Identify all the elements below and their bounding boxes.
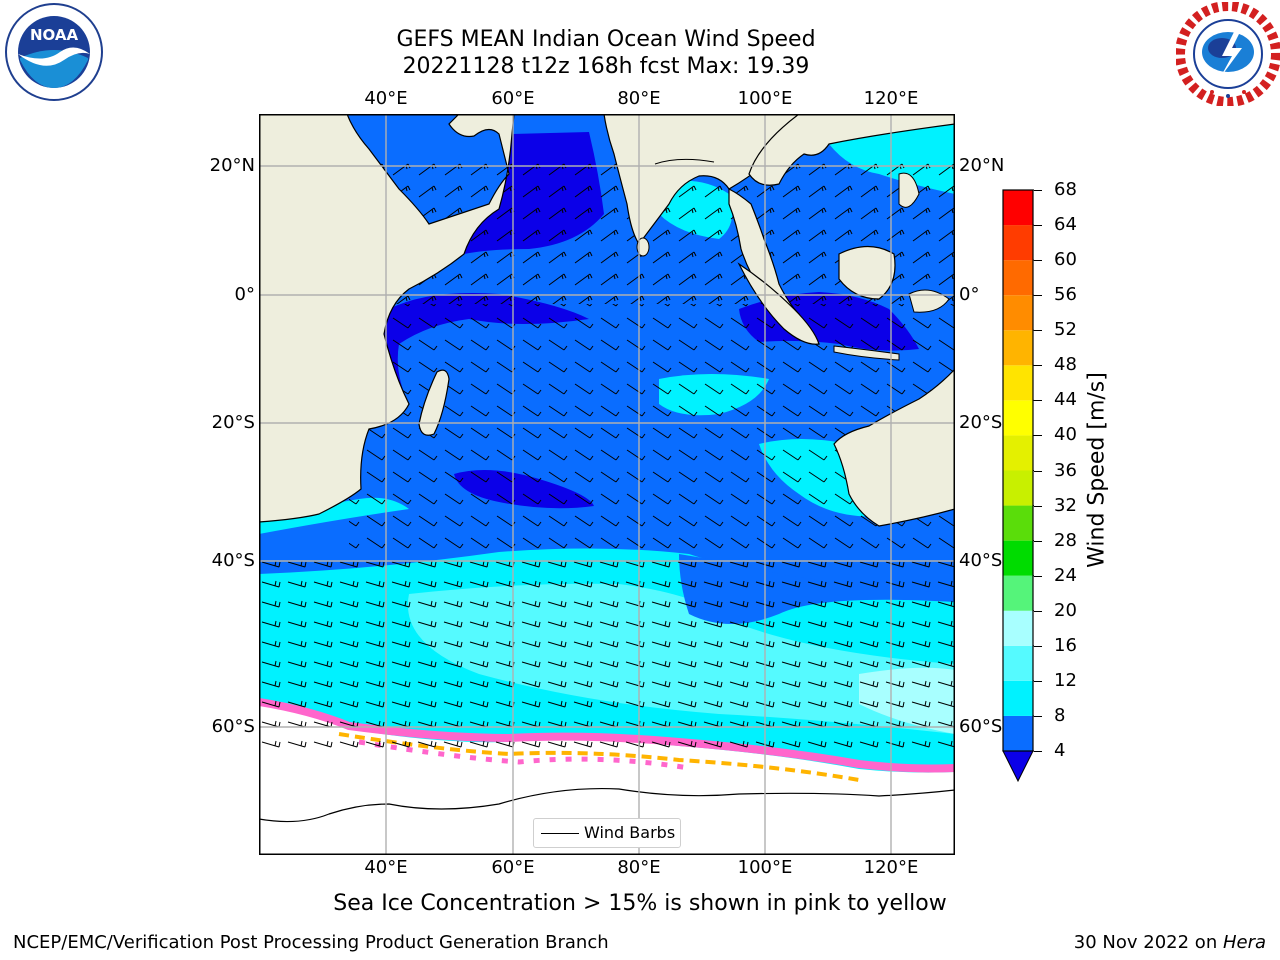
noaa-logo: NOAA [4, 2, 104, 102]
wind-barbs-south [259, 554, 955, 754]
footer-date: 30 Nov 2022 on Hera [1074, 932, 1266, 954]
colorbar-tick-mark [1034, 435, 1042, 437]
colorbar-tick-mark [1034, 190, 1042, 191]
colorbar-tick-mark [1034, 225, 1042, 227]
colorbar-tick-label: 64 [1054, 214, 1077, 236]
sea-ice-note: Sea Ice Concentration > 15% is shown in … [333, 891, 947, 916]
wind-barbs-mid [349, 304, 955, 554]
land-java [833, 345, 900, 361]
lon-label-top: 120°E [863, 88, 919, 109]
colorbar-tick-label: 48 [1054, 354, 1077, 376]
colorbar-tick-mark [1034, 715, 1042, 717]
land-india [603, 114, 800, 246]
colorbar-band [1003, 225, 1033, 261]
colorbar-tick-mark [1034, 260, 1042, 262]
lon-label-top: 80°E [617, 88, 661, 109]
lat-label-right: 40°S [959, 550, 1003, 571]
colorbar-extend-arrow [1002, 750, 1034, 783]
land-sri-lanka [636, 237, 650, 257]
colorbar-tick-label: 68 [1054, 179, 1077, 200]
wind-barb-legend-swatch [541, 833, 579, 834]
colorbar-band [1003, 190, 1033, 226]
map-legend: Wind Barbs [533, 818, 681, 848]
lon-label-bottom: 40°E [364, 857, 408, 878]
colorbar-tick-mark [1034, 505, 1042, 507]
colorbar-band [1003, 540, 1033, 576]
wind-speed-map [259, 114, 955, 855]
colorbar-tick-mark [1034, 400, 1042, 402]
colorbar-tick-label: 16 [1054, 634, 1077, 656]
lon-label-bottom: 60°E [491, 857, 535, 878]
colorbar-tick-label: 20 [1054, 599, 1077, 621]
lat-label-left: 0° [234, 284, 255, 305]
forecast-info: 20221128 t12z 168h fcst Max: 19.39 [402, 54, 810, 79]
colorbar-band [1003, 610, 1033, 646]
colorbar-band [1003, 330, 1033, 366]
colorbar-tick-label: 8 [1054, 704, 1066, 726]
legend-label: Wind Barbs [584, 823, 676, 842]
colorbar-tick-mark [1034, 470, 1042, 472]
chart-title: GEFS MEAN Indian Ocean Wind Speed [396, 27, 816, 52]
colorbar-band [1003, 365, 1033, 401]
colorbar-band [1003, 295, 1033, 331]
colorbar-band [1003, 400, 1033, 436]
lat-label-left: 40°S [211, 550, 255, 571]
colorbar-tick-label: 4 [1054, 740, 1066, 761]
colorbar-band [1003, 715, 1033, 751]
colorbar-band [1003, 680, 1033, 716]
colorbar-band [1003, 435, 1033, 471]
land-sumatra [737, 262, 820, 345]
land-madagascar [418, 369, 450, 436]
colorbar-label: Wind Speed [m/s] [1084, 372, 1110, 568]
lat-label-right: 0° [959, 284, 980, 305]
lon-label-bottom: 80°E [617, 857, 661, 878]
footer-machine: Hera [1222, 932, 1266, 953]
colorbar-tick-mark [1034, 645, 1042, 647]
land-australia [833, 368, 955, 527]
colorbar-tick-label: 44 [1054, 389, 1077, 411]
colorbar-tick-mark [1034, 365, 1042, 367]
colorbar-tick-label: 24 [1054, 564, 1077, 586]
colorbar-band [1003, 575, 1033, 611]
colorbar-tick-label: 52 [1054, 319, 1077, 341]
colorbar-tick-label: 32 [1054, 494, 1077, 516]
colorbar-band [1003, 505, 1033, 541]
colorbar-tick-label: 40 [1054, 424, 1077, 446]
footer-credit: NCEP/EMC/Verification Post Processing Pr… [13, 932, 609, 953]
lon-label-top: 40°E [364, 88, 408, 109]
land-southeast-asia [728, 188, 801, 316]
lat-label-right: 60°S [959, 716, 1003, 737]
nws-logo [1175, 1, 1280, 107]
lat-label-left: 20°N [209, 155, 255, 176]
colorbar-tick-mark [1034, 330, 1042, 332]
colorbar-tick-mark [1034, 751, 1042, 752]
graticule [259, 114, 955, 855]
colorbar [1002, 188, 1034, 784]
lon-label-top: 60°E [491, 88, 535, 109]
colorbar-tick-label: 60 [1054, 249, 1077, 271]
colorbar-tick-label: 36 [1054, 459, 1077, 481]
lat-label-left: 60°S [211, 716, 255, 737]
colorbar-tick-mark [1034, 540, 1042, 542]
lon-label-bottom: 100°E [737, 857, 793, 878]
svg-text:NOAA: NOAA [30, 26, 79, 44]
lon-label-bottom: 120°E [863, 857, 919, 878]
footer-date-text: 30 Nov 2022 on [1073, 932, 1223, 953]
colorbar-band [1003, 645, 1033, 681]
colorbar-band [1003, 260, 1033, 296]
colorbar-tick-label: 56 [1054, 284, 1077, 306]
colorbar-tick-label: 12 [1054, 669, 1077, 691]
colorbar-tick-mark [1034, 575, 1042, 577]
lat-label-right: 20°S [959, 412, 1003, 433]
lon-label-top: 100°E [737, 88, 793, 109]
colorbar-tick-mark [1034, 680, 1042, 682]
colorbar-tick-mark [1034, 295, 1042, 297]
colorbar-band [1003, 470, 1033, 506]
lat-label-right: 20°N [959, 155, 1005, 176]
colorbar-tick-mark [1034, 610, 1042, 612]
lat-label-left: 20°S [211, 412, 255, 433]
colorbar-tick-label: 28 [1054, 529, 1077, 551]
